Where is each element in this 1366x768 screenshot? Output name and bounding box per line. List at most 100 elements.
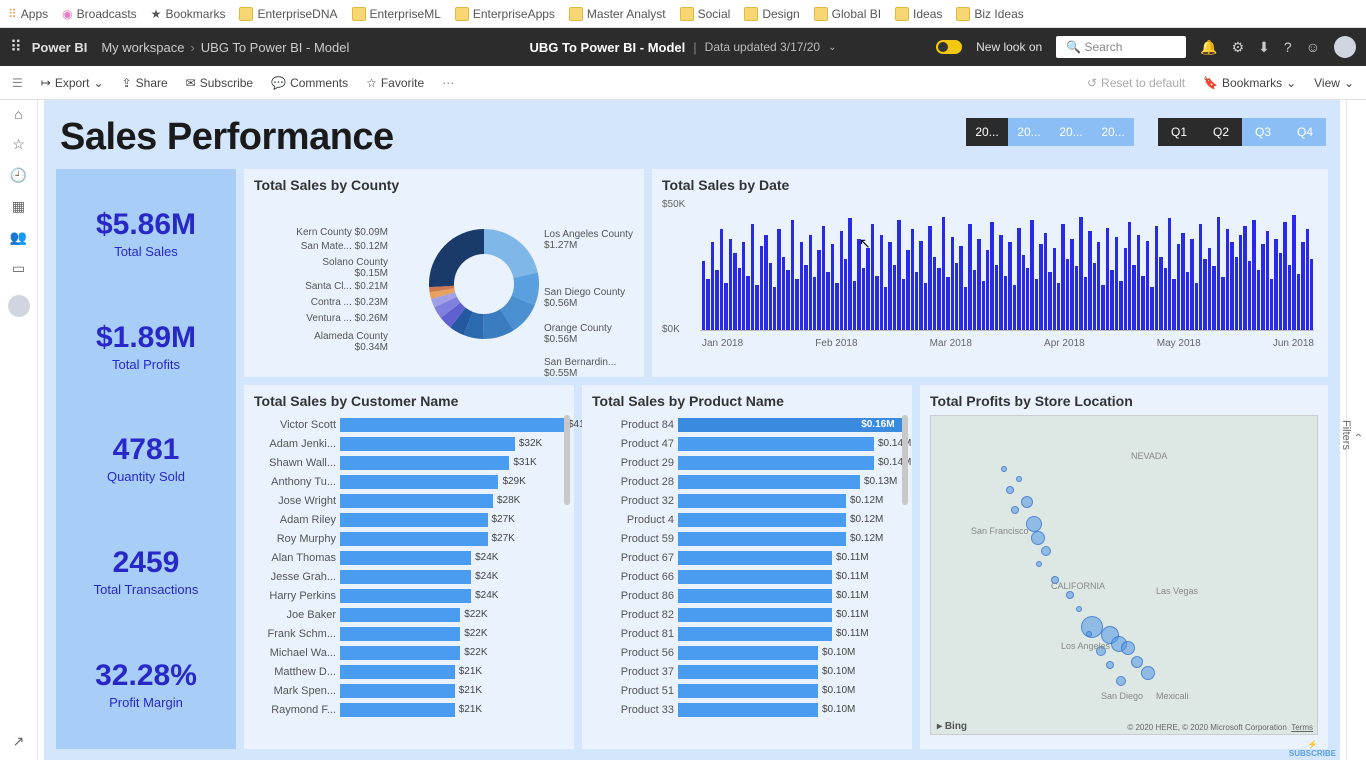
column-bar[interactable] xyxy=(1075,266,1078,331)
column-bar[interactable] xyxy=(1155,226,1158,331)
year-slicer-button[interactable]: 20... xyxy=(1008,118,1050,146)
column-bar[interactable] xyxy=(968,224,971,331)
column-bar[interactable] xyxy=(1266,231,1269,331)
bar-row[interactable]: Roy Murphy$27K xyxy=(254,529,564,548)
column-bar[interactable] xyxy=(1252,220,1255,331)
column-bar[interactable] xyxy=(742,242,745,331)
map-bubble[interactable] xyxy=(1076,606,1082,612)
shared-icon[interactable]: 👥 xyxy=(10,229,27,246)
apps-icon[interactable]: ▦ xyxy=(12,198,25,215)
column-bar[interactable] xyxy=(1243,226,1246,331)
bar-row[interactable]: Product 66$0.11M xyxy=(592,567,902,586)
column-bar[interactable] xyxy=(933,257,936,331)
column-bar[interactable] xyxy=(1181,233,1184,331)
column-bar[interactable] xyxy=(1066,259,1069,331)
workspace-avatar[interactable] xyxy=(8,295,30,317)
column-bar[interactable] xyxy=(1248,261,1251,331)
column-bar[interactable] xyxy=(729,239,732,331)
bookmark-folder[interactable]: Master Analyst xyxy=(569,7,666,21)
favorites-icon[interactable]: ☆ xyxy=(12,136,25,153)
bookmark-folder[interactable]: EnterpriseML xyxy=(352,7,441,21)
kpi-card[interactable]: $5.86MTotal Sales xyxy=(96,208,196,259)
column-bar[interactable] xyxy=(1279,253,1282,331)
bar-row[interactable]: Product 29$0.14M xyxy=(592,453,902,472)
map-bubble[interactable] xyxy=(1041,546,1051,556)
column-bar[interactable] xyxy=(857,239,860,331)
bar-row[interactable]: Victor Scott$41K xyxy=(254,415,564,434)
column-bar[interactable] xyxy=(1270,279,1273,331)
column-bar[interactable] xyxy=(875,276,878,331)
column-bar[interactable] xyxy=(1137,235,1140,331)
map-bubble[interactable] xyxy=(1116,676,1126,686)
column-bar[interactable] xyxy=(924,283,927,331)
bar-row[interactable]: Adam Jenki...$32K xyxy=(254,434,564,453)
map-bubble[interactable] xyxy=(1021,496,1033,508)
column-bar[interactable] xyxy=(831,244,834,331)
bar-row[interactable]: Product 4$0.12M xyxy=(592,510,902,529)
kpi-card[interactable]: $1.89MTotal Profits xyxy=(96,321,196,372)
map-bubble[interactable] xyxy=(1016,476,1022,482)
column-bar[interactable] xyxy=(853,281,856,331)
column-bar[interactable] xyxy=(760,246,763,331)
bar-row[interactable]: Product 47$0.14M xyxy=(592,434,902,453)
column-bar[interactable] xyxy=(951,237,954,331)
column-bar[interactable] xyxy=(1301,242,1304,331)
map-bubble[interactable] xyxy=(1066,591,1074,599)
column-bar[interactable] xyxy=(911,229,914,331)
column-bar[interactable] xyxy=(733,253,736,331)
column-bar[interactable] xyxy=(706,279,709,331)
workspaces-icon[interactable]: ▭ xyxy=(12,260,25,277)
column-bar[interactable] xyxy=(1101,285,1104,331)
breadcrumb-report[interactable]: UBG To Power BI - Model xyxy=(201,40,350,55)
column-bar[interactable] xyxy=(1035,279,1038,331)
column-bar[interactable] xyxy=(715,270,718,331)
column-bar[interactable] xyxy=(809,235,812,331)
kpi-card[interactable]: 32.28%Profit Margin xyxy=(95,659,197,710)
column-bar[interactable] xyxy=(995,265,998,331)
map-bubble[interactable] xyxy=(1086,631,1092,637)
column-bar[interactable] xyxy=(1221,277,1224,331)
column-bar[interactable] xyxy=(1004,276,1007,331)
column-bar[interactable] xyxy=(848,218,851,331)
column-bar[interactable] xyxy=(871,224,874,331)
column-bar[interactable] xyxy=(1048,272,1051,331)
share-button[interactable]: ⇪ Share xyxy=(122,76,168,90)
nav-menu-icon[interactable]: ☰ xyxy=(12,76,23,90)
column-bar[interactable] xyxy=(813,277,816,331)
column-bar[interactable] xyxy=(1150,287,1153,331)
map-bubble[interactable] xyxy=(1031,531,1045,545)
column-bar[interactable] xyxy=(1217,217,1220,331)
donut-card[interactable]: Total Sales by County Kern County $0.09M… xyxy=(244,169,644,377)
column-bar[interactable] xyxy=(982,281,985,331)
bar-row[interactable]: Anthony Tu...$29K xyxy=(254,472,564,491)
home-icon[interactable]: ⌂ xyxy=(14,106,22,122)
bar-row[interactable]: Jesse Grah...$24K xyxy=(254,567,564,586)
column-bar[interactable] xyxy=(1274,239,1277,331)
column-bar[interactable] xyxy=(1239,235,1242,331)
bar-row[interactable]: Product 81$0.11M xyxy=(592,624,902,643)
timeline-card[interactable]: Total Sales by Date $50K $0K Jan 2018Feb… xyxy=(652,169,1328,377)
column-bar[interactable] xyxy=(822,226,825,331)
column-bar[interactable] xyxy=(755,285,758,331)
column-bar[interactable] xyxy=(973,270,976,331)
kpi-card[interactable]: 2459Total Transactions xyxy=(94,546,199,597)
column-bar[interactable] xyxy=(795,279,798,331)
bookmark-apps[interactable]: ⠿Apps xyxy=(8,7,48,21)
quarter-slicer-button[interactable]: Q1 xyxy=(1158,118,1200,146)
column-bar[interactable] xyxy=(1017,228,1020,331)
year-slicer-button[interactable]: 20... xyxy=(1050,118,1092,146)
column-bar[interactable] xyxy=(1297,274,1300,331)
column-bar[interactable] xyxy=(977,239,980,331)
customers-card[interactable]: Total Sales by Customer Name Victor Scot… xyxy=(244,385,574,749)
products-card[interactable]: Total Sales by Product Name Product 84$0… xyxy=(582,385,912,749)
quarter-slicer-button[interactable]: Q2 xyxy=(1200,118,1242,146)
bar-row[interactable]: Product 33$0.10M xyxy=(592,700,902,719)
column-bar[interactable] xyxy=(1053,248,1056,331)
favorite-button[interactable]: ☆ Favorite xyxy=(366,76,424,90)
column-bar[interactable] xyxy=(986,250,989,331)
column-bar[interactable] xyxy=(1044,233,1047,331)
bookmark-folder[interactable]: Design xyxy=(744,7,799,21)
column-bar[interactable] xyxy=(1119,281,1122,331)
column-bar[interactable] xyxy=(897,220,900,331)
bookmark-folder[interactable]: EnterpriseApps xyxy=(455,7,555,21)
